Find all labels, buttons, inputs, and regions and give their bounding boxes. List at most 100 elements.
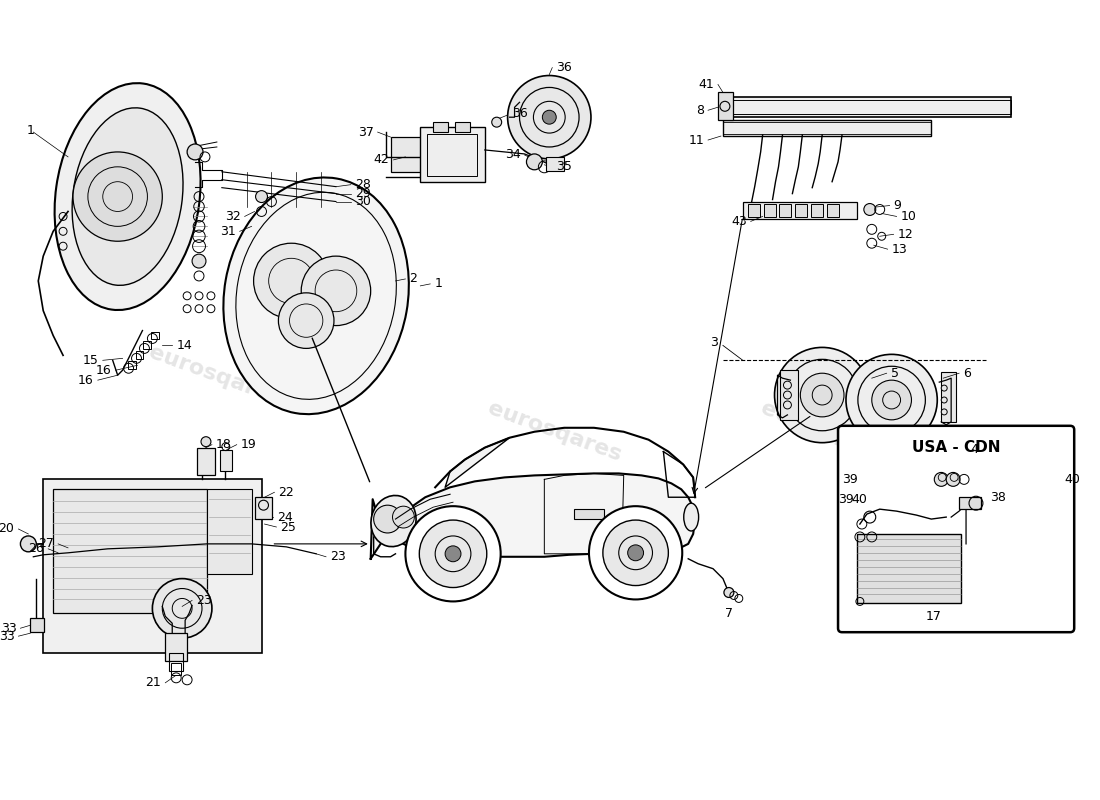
Circle shape (942, 397, 947, 403)
Bar (742, 202, 857, 219)
Text: 24: 24 (277, 510, 294, 523)
Text: USA - CDN: USA - CDN (912, 440, 1000, 455)
Circle shape (301, 256, 371, 326)
Text: 34: 34 (505, 149, 520, 162)
Bar (795, 203, 807, 218)
Text: 23: 23 (330, 550, 345, 563)
Bar (207, 490, 252, 574)
Text: 16: 16 (96, 364, 112, 377)
Bar (254, 498, 273, 519)
Bar (220, 450, 232, 471)
Circle shape (446, 546, 461, 562)
Text: 21: 21 (145, 676, 162, 690)
Bar (433, 122, 448, 132)
Text: 29: 29 (355, 187, 371, 200)
Text: 5: 5 (891, 366, 899, 380)
Bar (31, 618, 44, 632)
Bar (427, 134, 477, 176)
Text: 31: 31 (220, 225, 235, 238)
Bar (43, 479, 262, 653)
Text: eurosqares: eurosqares (146, 342, 286, 410)
Circle shape (720, 102, 730, 111)
Circle shape (942, 385, 947, 391)
Text: 37: 37 (358, 126, 374, 138)
Bar (165, 633, 187, 661)
Bar (827, 203, 839, 218)
Bar (942, 372, 956, 422)
Text: 10: 10 (901, 210, 916, 223)
Circle shape (934, 473, 948, 486)
Text: 16: 16 (78, 374, 94, 386)
Text: 19: 19 (241, 438, 256, 451)
Circle shape (187, 144, 204, 160)
Text: 9: 9 (893, 199, 902, 212)
Circle shape (872, 380, 912, 420)
Circle shape (946, 473, 960, 486)
Circle shape (527, 154, 542, 170)
Bar (748, 203, 760, 218)
Text: 4: 4 (970, 443, 978, 456)
Text: 2: 2 (409, 273, 417, 286)
Bar (763, 203, 776, 218)
Text: 33: 33 (1, 622, 16, 634)
Circle shape (153, 578, 212, 638)
Text: 11: 11 (689, 134, 704, 146)
Text: 27: 27 (39, 538, 54, 550)
Circle shape (724, 587, 734, 598)
Circle shape (393, 506, 415, 528)
Text: 28: 28 (355, 178, 371, 191)
Text: 41: 41 (698, 78, 714, 91)
Bar (857, 534, 961, 603)
Bar (128, 362, 135, 370)
Text: eurosqares: eurosqares (758, 398, 896, 466)
Bar (390, 137, 436, 172)
Text: 3: 3 (711, 336, 718, 349)
Ellipse shape (223, 178, 409, 414)
Text: 23: 23 (196, 594, 212, 607)
Bar (169, 653, 183, 671)
Circle shape (192, 254, 206, 268)
Circle shape (942, 409, 947, 415)
Bar (959, 498, 981, 509)
Circle shape (774, 347, 870, 442)
Circle shape (374, 505, 401, 533)
Bar (420, 127, 485, 182)
Ellipse shape (73, 108, 183, 286)
Bar (780, 203, 791, 218)
Text: 20: 20 (0, 522, 14, 535)
Circle shape (255, 190, 267, 202)
Text: 39: 39 (843, 473, 858, 486)
Circle shape (801, 374, 844, 417)
Text: 17: 17 (925, 610, 942, 623)
Bar (197, 448, 215, 475)
Circle shape (492, 118, 502, 127)
Circle shape (542, 110, 557, 124)
Text: 36: 36 (557, 61, 572, 74)
Text: 12: 12 (898, 228, 913, 241)
Text: 42: 42 (374, 154, 389, 166)
Circle shape (783, 401, 791, 409)
Circle shape (254, 243, 329, 318)
Text: 40: 40 (1065, 473, 1080, 486)
Text: 13: 13 (892, 242, 907, 256)
Bar (143, 342, 152, 350)
Text: 38: 38 (990, 490, 1005, 504)
Circle shape (278, 293, 334, 349)
Ellipse shape (371, 495, 416, 546)
Bar (172, 663, 182, 675)
Bar (152, 331, 160, 339)
Text: 1: 1 (26, 124, 34, 137)
Text: 30: 30 (355, 195, 371, 208)
Bar (723, 100, 1011, 114)
Bar (723, 122, 932, 134)
FancyBboxPatch shape (838, 426, 1075, 632)
Text: 15: 15 (82, 354, 99, 367)
Text: 8: 8 (696, 104, 704, 117)
Bar (781, 370, 799, 420)
Text: 14: 14 (176, 339, 191, 352)
Text: 25: 25 (280, 521, 296, 534)
Circle shape (73, 152, 163, 242)
Text: eurosqares: eurosqares (485, 398, 624, 466)
Circle shape (846, 354, 937, 446)
Bar (455, 122, 470, 132)
